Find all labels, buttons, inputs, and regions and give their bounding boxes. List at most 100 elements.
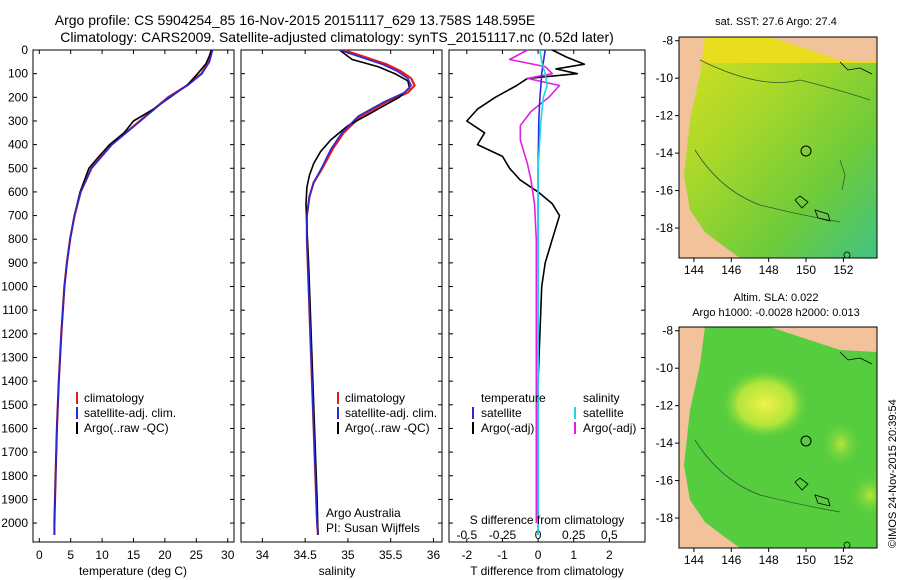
reef-outline	[794, 195, 809, 209]
depth-tick-label: 2000	[1, 516, 28, 530]
legend-label-argo: Argo(..raw -QC)	[84, 421, 169, 435]
depth-tick-label: 1500	[1, 398, 28, 412]
x-tick-label: -1	[497, 548, 508, 562]
figure-title-line2: Climatology: CARS2009. Satellite-adjuste…	[60, 29, 614, 45]
sst-map-field	[679, 37, 877, 258]
salinity-x-axis: 34 34.5 35 35.5 36	[256, 50, 441, 562]
depth-tick-label: 1600	[1, 421, 28, 435]
difference-x-axis-s: -0.5 -0.25 0 0.25 0.5	[456, 528, 618, 542]
legend-label-s-argo: Argo(-adj)	[583, 421, 636, 435]
depth-tick-label: 1700	[1, 445, 28, 459]
coastline	[839, 61, 873, 75]
depth-tick-label: 1000	[1, 280, 28, 294]
difference-series	[465, 49, 586, 535]
map-lat-label: -16	[656, 184, 674, 198]
argo-float-marker	[800, 435, 812, 447]
sal-satellite-line	[306, 49, 413, 535]
x-tick-label: 0.25	[562, 528, 586, 542]
x-tick-label: 0	[535, 528, 542, 542]
sst-map	[678, 36, 878, 259]
x-tick-label: 0	[535, 548, 542, 562]
sla-high-anomaly	[720, 368, 810, 440]
depth-tick-label: 700	[8, 209, 28, 223]
legend-label-s-satellite: satellite	[583, 406, 624, 420]
salinity-series	[305, 48, 416, 535]
depth-tick-label: 800	[8, 232, 28, 246]
land-australia	[679, 37, 740, 258]
map-lat-label: -12	[656, 399, 674, 413]
map-lon-label: 148	[759, 553, 779, 567]
reef-outline	[794, 477, 809, 491]
sla-map-title-line1: Altim. SLA: 0.022	[734, 292, 819, 304]
x-tick-label: 35	[341, 548, 355, 562]
map-lon-label: 150	[796, 553, 816, 567]
diff-t-argo-line	[465, 49, 586, 524]
depth-tick-label: 100	[8, 67, 28, 81]
x-tick-label: 0.5	[601, 528, 618, 542]
sal-climatology-line	[305, 48, 416, 535]
depth-tick-label: 0	[21, 43, 28, 57]
difference-x-axis: -2 -1 0 1 2	[461, 50, 613, 562]
map-axes: 144 146 148 150 152 -8 -10 -12 -14 -16 -18 144 146 14…	[656, 34, 854, 567]
depth-tick-label: 1800	[1, 469, 28, 483]
depth-axis: 0 100 200 300 400 500 600 700 800 900 1000 1100 1200…	[1, 43, 645, 530]
land-new-guinea	[705, 37, 877, 62]
shelf-contour	[699, 59, 871, 101]
sla-anomaly	[850, 473, 877, 517]
temp-satellite-line	[53, 49, 214, 535]
depth-tick-label: 1300	[1, 351, 28, 365]
map-lat-label: -16	[656, 474, 674, 488]
map-lon-label: 146	[721, 553, 741, 567]
map-lat-label: -10	[656, 361, 674, 375]
legend-label-t-satellite: satellite	[481, 406, 522, 420]
x-tick-label: 35.5	[379, 548, 403, 562]
temp-argo-line	[53, 49, 213, 524]
reef-marker	[843, 541, 851, 549]
reef-marker	[843, 251, 851, 259]
x-tick-label: 5	[67, 548, 74, 562]
map-lon-label: 148	[759, 263, 779, 277]
depth-tick-label: 500	[8, 161, 28, 175]
x-tick-label: 2	[606, 548, 613, 562]
depth-tick-label: 1400	[1, 374, 28, 388]
depth-tick-label: 1200	[1, 327, 28, 341]
legend-label-argo: Argo(..raw -QC)	[345, 421, 430, 435]
legend-heading-salinity: salinity	[583, 391, 620, 405]
x-tick-label: -0.5	[456, 528, 477, 542]
sla-map-title-line2: Argo h1000: -0.0028 h2000: 0.013	[692, 307, 860, 319]
map-lat-label: -18	[656, 221, 674, 235]
map-lon-label: 144	[684, 553, 704, 567]
x-tick-label: 25	[190, 548, 204, 562]
coastline	[839, 351, 873, 365]
x-tick-label: 0	[36, 548, 43, 562]
temperature-legend: climatology satellite-adj. clim. Argo(..…	[76, 391, 176, 435]
map-lat-label: -8	[662, 324, 673, 338]
sal-argo-line	[305, 49, 411, 535]
reef-outline	[814, 209, 831, 222]
map-lon-label: 152	[833, 553, 853, 567]
depth-tick-label: 1900	[1, 492, 28, 506]
legend-label-t-argo: Argo(-adj)	[481, 421, 534, 435]
legend-label-climatology: climatology	[84, 391, 144, 405]
depth-tick-label: 200	[8, 90, 28, 104]
temperature-x-label: temperature (deg C)	[79, 564, 187, 578]
salinity-x-label: salinity	[319, 564, 356, 578]
depth-tick-label: 300	[8, 114, 28, 128]
diff-s-satellite-line	[537, 49, 548, 535]
x-tick-label: 30	[221, 548, 235, 562]
reef-outline	[814, 494, 831, 507]
map-lat-label: -14	[656, 146, 674, 160]
map-lon-label: 146	[721, 263, 741, 277]
difference-legend: temperature satellite Argo(-adj) salinit…	[472, 391, 636, 435]
land-australia	[679, 327, 740, 548]
diff-s-argo-line	[508, 49, 561, 524]
map-lat-label: -14	[656, 436, 674, 450]
argo-float-marker	[800, 145, 812, 157]
x-tick-label: 36	[427, 548, 441, 562]
x-tick-label: 1	[570, 548, 577, 562]
sst-map-frame	[678, 36, 878, 259]
map-lat-label: -8	[662, 34, 673, 48]
sla-anomaly	[821, 420, 861, 468]
sla-map-frame	[678, 326, 878, 549]
